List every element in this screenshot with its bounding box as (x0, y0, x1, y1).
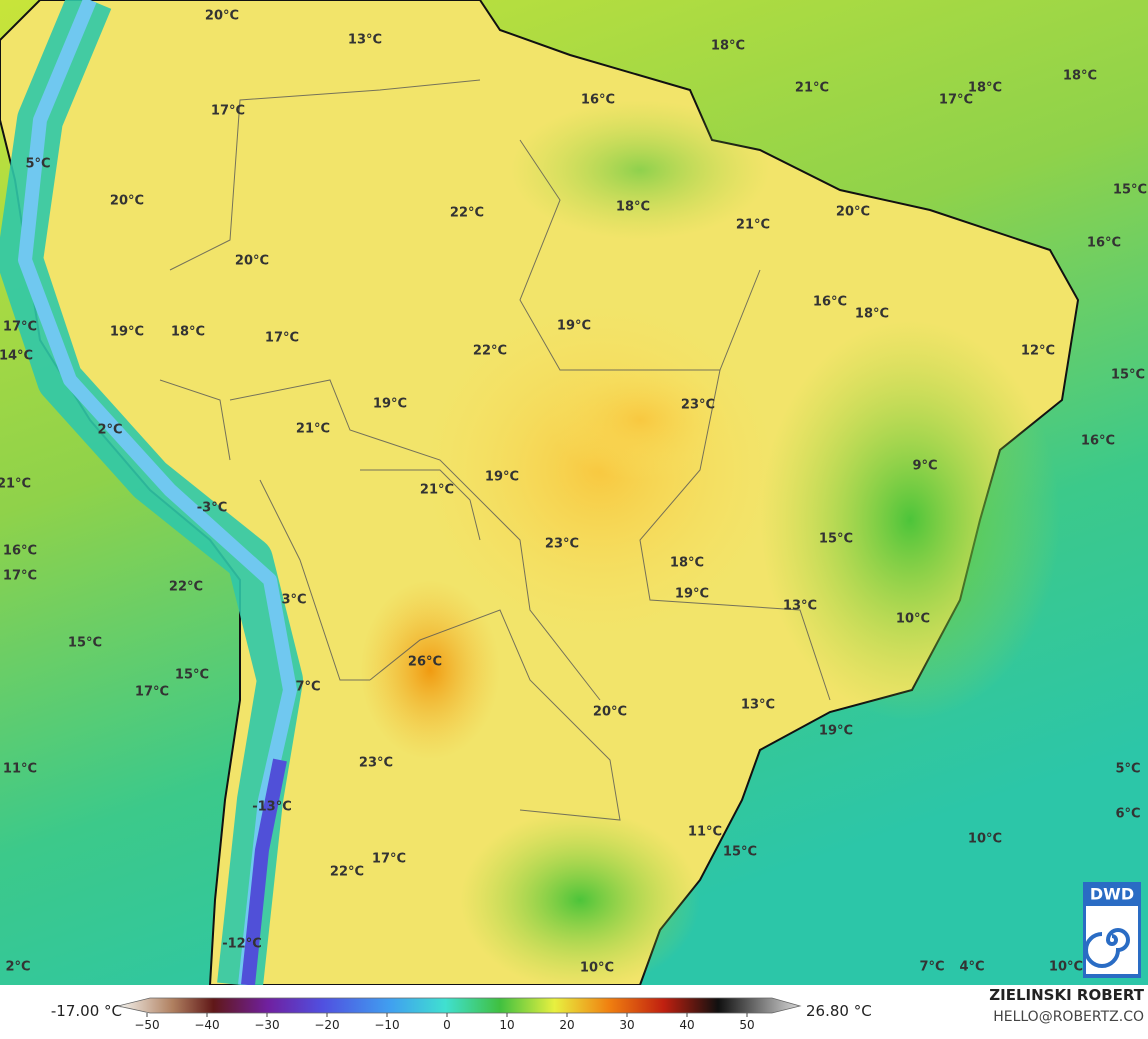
temperature-label: 19°C (110, 325, 144, 340)
temperature-label: 13°C (348, 33, 382, 48)
temperature-label: 15°C (68, 636, 102, 651)
temperature-label: 13°C (783, 599, 817, 614)
temperature-label: 10°C (1049, 960, 1083, 975)
temperature-label: 18°C (711, 39, 745, 54)
temperature-label: 17°C (372, 852, 406, 867)
temperature-label: 10°C (968, 832, 1002, 847)
temperature-label: 10°C (580, 961, 614, 976)
temperature-label: 17°C (265, 331, 299, 346)
temperature-label: 18°C (171, 325, 205, 340)
colorbar-tick-label: −30 (254, 1018, 279, 1032)
temperature-label: 22°C (450, 206, 484, 221)
temperature-label: 23°C (359, 756, 393, 771)
temperature-label: 11°C (688, 825, 722, 840)
temperature-label: 17°C (3, 320, 37, 335)
temperature-label: 14°C (0, 349, 33, 364)
temperature-label: 20°C (205, 9, 239, 24)
temperature-label: 2°C (5, 960, 30, 975)
colorbar-tick-label: 10 (499, 1018, 514, 1032)
temperature-label: 22°C (169, 580, 203, 595)
temperature-label: 4°C (959, 960, 984, 975)
temperature-label: 5°C (1115, 762, 1140, 777)
temperature-label: 17°C (3, 569, 37, 584)
temperature-label: 19°C (675, 587, 709, 602)
temperature-label: 5°C (25, 157, 50, 172)
temperature-label: 16°C (581, 93, 615, 108)
temperature-label: 7°C (295, 680, 320, 695)
credit-email: HELLO@ROBERTZ.CO (993, 1009, 1144, 1025)
colorbar-tick-label: −10 (374, 1018, 399, 1032)
temperature-label: 22°C (473, 344, 507, 359)
logo: DWD (1083, 882, 1141, 978)
temperature-label: 3°C (281, 593, 306, 608)
footer: -17.00 °C 26.80 °C ZIELINSKI ROBERT HELL… (0, 985, 1148, 1035)
temperature-label: 17°C (211, 104, 245, 119)
temperature-label: 23°C (681, 398, 715, 413)
temperature-label: 20°C (110, 194, 144, 209)
temperature-label: 21°C (795, 81, 829, 96)
temperature-label: 20°C (593, 705, 627, 720)
colorbar-tick-label: 20 (559, 1018, 574, 1032)
temperature-label: 18°C (968, 81, 1002, 96)
temperature-label: 10°C (896, 612, 930, 627)
temperature-label: 16°C (1081, 434, 1115, 449)
temperature-label: 20°C (235, 254, 269, 269)
temperature-label: 19°C (373, 397, 407, 412)
temperature-label: 22°C (330, 865, 364, 880)
colorbar-tick-label: 30 (619, 1018, 634, 1032)
temperature-label: 17°C (939, 93, 973, 108)
temperature-label: 21°C (736, 218, 770, 233)
temperature-label: 19°C (819, 724, 853, 739)
colorbar-tick-label: −50 (134, 1018, 159, 1032)
temperature-label: 19°C (557, 319, 591, 334)
colorbar-tick-label: 40 (679, 1018, 694, 1032)
temperature-label: 15°C (175, 668, 209, 683)
temperature-label: -3°C (197, 501, 227, 516)
temperature-label: 15°C (723, 845, 757, 860)
temperature-label: 21°C (0, 477, 31, 492)
temperature-label: 15°C (819, 532, 853, 547)
credit-name: ZIELINSKI ROBERT (989, 986, 1144, 1004)
colorbar-tick-label: −40 (194, 1018, 219, 1032)
colorbar-tick-label: 0 (443, 1018, 451, 1032)
temperature-label: 21°C (420, 483, 454, 498)
temperature-label: 26°C (408, 655, 442, 670)
colorbar-ticks: −50 −40 −30 −20 −10 0 10 20 30 40 50 (134, 1013, 755, 1032)
temperature-label: 17°C (135, 685, 169, 700)
colorbar-min: -17.00 °C (51, 1002, 122, 1020)
colorbar-tick-label: 50 (739, 1018, 754, 1032)
temperature-label: 18°C (616, 200, 650, 215)
temperature-label: 20°C (836, 205, 870, 220)
temperature-label: 7°C (919, 960, 944, 975)
temperature-labels: 20°C13°C 18°C18°C21°C17°C18°C16°C17°C5°C2… (0, 9, 1147, 976)
basemap (0, 0, 1148, 990)
temperature-label: 16°C (1087, 236, 1121, 251)
temperature-label: 16°C (813, 295, 847, 310)
temperature-label: 23°C (545, 537, 579, 552)
temperature-label: 18°C (1063, 69, 1097, 84)
temperature-label: -12°C (222, 937, 262, 952)
logo-text: DWD (1090, 885, 1134, 904)
temperature-label: 12°C (1021, 344, 1055, 359)
temperature-label: 11°C (3, 762, 37, 777)
temperature-label: 9°C (912, 459, 937, 474)
temperature-label: 13°C (741, 698, 775, 713)
temperature-label: 19°C (485, 470, 519, 485)
temperature-label: 16°C (3, 544, 37, 559)
temperature-label: 2°C (97, 423, 122, 438)
temperature-label: -13°C (252, 800, 292, 815)
temperature-label: 15°C (1113, 183, 1147, 198)
temperature-label: 6°C (1115, 807, 1140, 822)
colorbar-max: 26.80 °C (806, 1002, 872, 1020)
temperature-label: 21°C (296, 422, 330, 437)
temperature-label: 15°C (1111, 368, 1145, 383)
colorbar-tick-label: −20 (314, 1018, 339, 1032)
temperature-label: 18°C (670, 556, 704, 571)
temperature-label: 18°C (855, 307, 889, 322)
